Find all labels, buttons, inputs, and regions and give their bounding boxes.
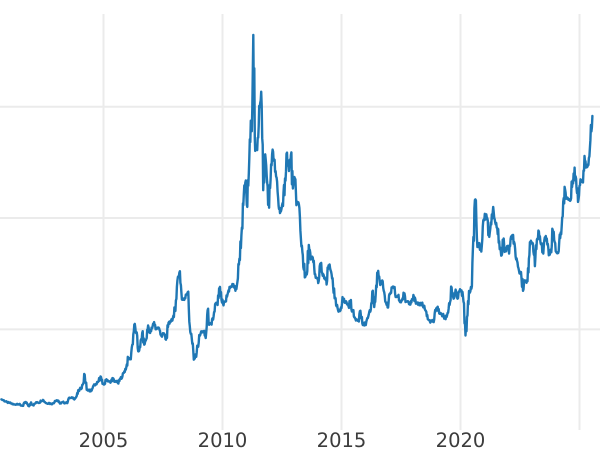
x-tick-label-2015: 2015 — [316, 429, 367, 450]
x-tick-label-2005: 2005 — [78, 429, 129, 450]
x-tick-label-2020: 2020 — [435, 429, 486, 450]
price-line-series — [0, 33, 594, 408]
x-tick-label-2010: 2010 — [197, 429, 248, 450]
